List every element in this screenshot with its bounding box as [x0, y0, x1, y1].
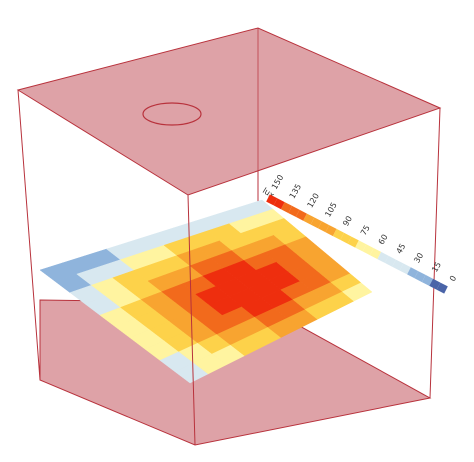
- legend-color-segment: [392, 259, 404, 271]
- legend-color-segment: [295, 209, 307, 221]
- legend-color-segment: [332, 228, 344, 240]
- legend-color-segment: [355, 240, 367, 252]
- legend-color-segment: [347, 236, 359, 248]
- box-ceiling: [16, 27, 442, 196]
- heatmap-cell: [341, 282, 373, 302]
- legend-color-segment: [281, 202, 293, 214]
- legend-color-segment: [318, 221, 330, 233]
- legend-tick-label: 0: [448, 274, 458, 283]
- legend-tick-label: 30: [412, 251, 425, 264]
- legend-tick-label: 120: [306, 192, 321, 210]
- legend-tick-label: 45: [395, 242, 408, 255]
- legend-color-segment: [325, 225, 337, 237]
- box-edge-right: [429, 107, 441, 399]
- legend-color-segment: [340, 232, 352, 244]
- legend-color-segment: [370, 248, 382, 260]
- ceiling-light-fixture: [142, 102, 202, 126]
- legend-color-segment: [429, 278, 441, 290]
- legend-color-segment: [399, 263, 411, 275]
- legend-tick-label: 150: [270, 173, 285, 191]
- box-edge-front: [187, 194, 196, 446]
- legend-color-segment: [310, 217, 322, 229]
- legend-color-segment: [266, 194, 278, 206]
- legend-tick-label: 60: [377, 233, 390, 246]
- legend-color-segment: [273, 198, 285, 210]
- legend-color-segment: [384, 255, 396, 267]
- legend-tick-label: 15: [430, 260, 443, 273]
- legend-color-segment: [407, 267, 419, 279]
- legend-color-segment: [288, 205, 300, 217]
- box-edge-left: [17, 89, 41, 381]
- legend-color-segment: [362, 244, 374, 256]
- legend-tick-label: 135: [288, 182, 303, 200]
- legend-color-segment: [436, 282, 448, 294]
- legend-tick-label: 90: [341, 214, 354, 227]
- legend-tick-label: 105: [323, 201, 338, 219]
- legend-color-segment: [414, 271, 426, 283]
- legend-color-segment: [421, 274, 433, 286]
- illuminance-heatmap: [39, 199, 373, 384]
- legend-color-segment: [377, 251, 389, 263]
- legend-tick-label: 75: [359, 224, 372, 237]
- legend-color-segment: [303, 213, 315, 225]
